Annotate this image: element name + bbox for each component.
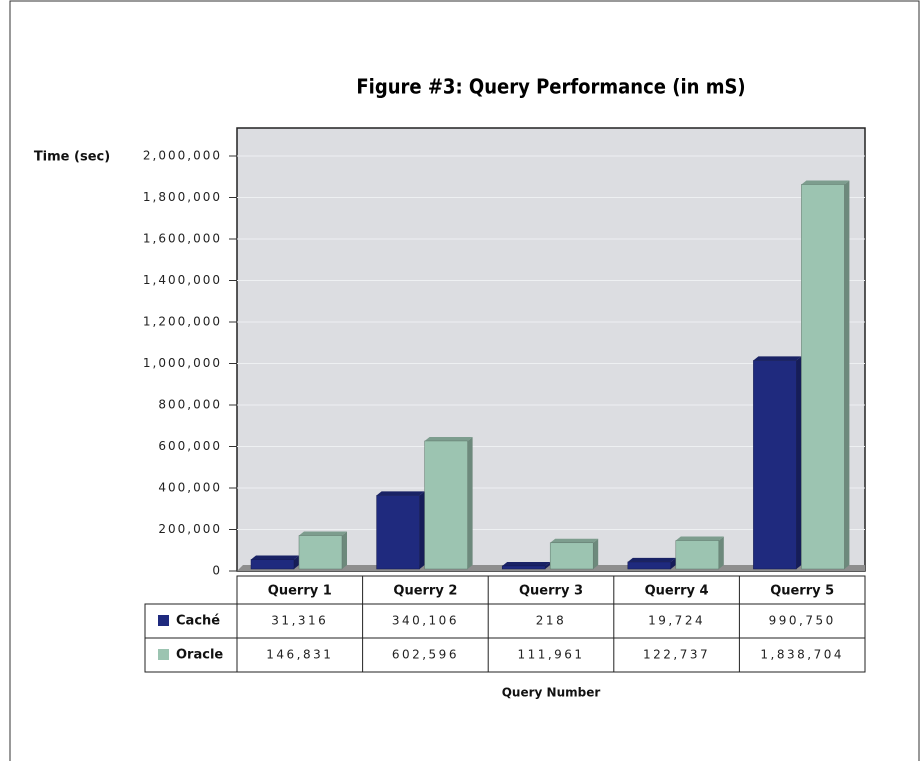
legend-swatch [158, 649, 169, 660]
bar-side [670, 557, 676, 569]
bar-side [467, 436, 473, 569]
bar [549, 542, 594, 570]
data-label: 122,737 [643, 648, 710, 662]
bar [501, 565, 546, 570]
bar-top [299, 531, 347, 536]
bar-top [424, 436, 473, 441]
x-tick-label: Querry 5 [770, 584, 834, 599]
bar-top [753, 356, 802, 361]
bar-side [593, 538, 599, 569]
y-tick-label: 1,200,000 [143, 315, 222, 329]
data-label: 31,316 [271, 614, 328, 628]
bar-side [342, 531, 347, 569]
bar-side [419, 491, 425, 569]
y-tick-label: 400,000 [158, 481, 222, 495]
frame [9, 0, 920, 761]
legend-label: Caché [176, 614, 220, 629]
bar [250, 559, 295, 570]
bar [801, 184, 845, 570]
data-label: 19,724 [648, 614, 705, 628]
y-tick-label: 800,000 [158, 398, 222, 412]
data-label: 111,961 [517, 648, 584, 662]
y-tick-label: 1,800,000 [143, 190, 222, 204]
bar-top [801, 180, 850, 185]
bar-side [545, 561, 551, 569]
bar-side [796, 356, 802, 569]
x-tick-label: Querry 3 [519, 584, 583, 599]
y-tick-label: 2,000,000 [143, 149, 222, 163]
bar-top [675, 536, 724, 541]
bar-top [550, 538, 599, 543]
bar [627, 561, 672, 570]
bar-side [718, 536, 724, 569]
y-tick-label: 200,000 [158, 522, 222, 536]
bar [675, 540, 720, 570]
y-axis-title: Time (sec) [34, 150, 110, 165]
bar-top [502, 561, 551, 566]
data-label: 1,838,704 [760, 648, 844, 662]
bar-top [627, 557, 676, 562]
bar-side [294, 555, 299, 569]
x-tick-label: Querry 1 [268, 584, 332, 599]
chart-title: Figure #3: Query Performance (in mS) [356, 75, 745, 99]
legend-label: Oracle [176, 648, 223, 663]
data-label: 146,831 [266, 648, 333, 662]
legend-swatch [158, 615, 169, 626]
data-label: 602,596 [392, 648, 459, 662]
bar [753, 360, 797, 570]
x-axis-title: Query Number [502, 686, 601, 700]
data-label: 218 [536, 614, 566, 628]
data-label: 990,750 [769, 614, 836, 628]
bar-top [251, 555, 299, 560]
y-tick-label: 600,000 [158, 439, 222, 453]
y-tick-label: 0 [212, 564, 222, 578]
y-tick-label: 1,600,000 [143, 232, 222, 246]
y-tick-label: 1,000,000 [143, 356, 222, 370]
bar-side [844, 180, 850, 569]
bar [376, 495, 420, 570]
bar [424, 440, 468, 570]
y-tick-label: 1,400,000 [143, 273, 222, 287]
data-label: 340,106 [392, 614, 459, 628]
bar [298, 535, 343, 570]
x-tick-label: Querry 4 [645, 584, 709, 599]
x-tick-label: Querry 2 [393, 584, 457, 599]
bar-top [376, 491, 425, 496]
